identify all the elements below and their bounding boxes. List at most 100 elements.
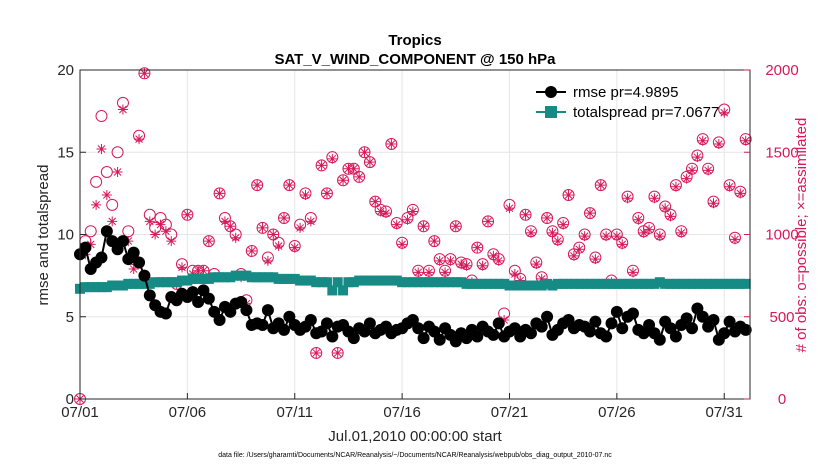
totalspread-marker <box>236 270 247 281</box>
totalspread-marker <box>670 278 681 289</box>
totalspread-marker <box>466 278 477 289</box>
obs-assimilated-marker <box>321 188 332 199</box>
obs-possible-marker <box>95 110 108 123</box>
obs-assimilated-marker <box>262 255 273 266</box>
totalspread-marker <box>477 278 488 289</box>
totalspread-marker <box>230 270 241 281</box>
totalspread-marker <box>370 275 381 286</box>
obs-possible-marker <box>256 221 269 234</box>
obs-assimilated-marker <box>96 143 107 154</box>
obs-possible-marker <box>181 208 194 221</box>
totalspread-marker <box>493 278 504 289</box>
obs-assimilated-marker <box>128 264 139 275</box>
totalspread-marker <box>606 278 617 289</box>
rmse-marker <box>492 317 505 330</box>
rmse-marker <box>256 318 269 331</box>
totalspread-marker <box>348 277 359 288</box>
totalspread-marker <box>386 275 397 286</box>
totalspread-marker <box>579 278 590 289</box>
totalspread-marker <box>107 280 118 291</box>
totalspread-marker <box>445 277 456 288</box>
totalspread-marker <box>101 282 112 293</box>
rmse-marker <box>133 256 146 269</box>
rmse-marker <box>202 292 215 305</box>
totalspread-marker <box>252 272 263 283</box>
obs-assimilated-marker <box>568 250 579 261</box>
obs-possible-marker <box>245 244 258 257</box>
totalspread-marker <box>660 278 671 289</box>
totalspread-marker <box>547 280 558 291</box>
y-right-tick-label: 500 <box>769 309 794 326</box>
totalspread-marker <box>80 282 91 293</box>
totalspread-marker <box>719 278 730 289</box>
obs-assimilated-marker <box>268 229 279 240</box>
obs-assimilated-marker <box>413 267 424 278</box>
totalspread-marker <box>381 275 392 286</box>
totalspread-marker <box>112 280 123 291</box>
totalspread-marker <box>461 278 472 289</box>
totalspread-marker <box>681 278 692 289</box>
legend-spread-marker <box>545 106 557 118</box>
totalspread-marker <box>617 278 628 289</box>
totalspread-marker <box>375 275 386 286</box>
obs-assimilated-marker <box>713 139 724 150</box>
totalspread-marker <box>654 277 665 288</box>
totalspread-marker <box>531 280 542 291</box>
totalspread-marker <box>434 277 445 288</box>
obs-assimilated-marker <box>397 239 408 250</box>
obs-assimilated-marker <box>252 180 263 191</box>
rmse-marker <box>127 246 140 259</box>
totalspread-marker <box>295 275 306 286</box>
obs-assimilated-marker <box>295 222 306 233</box>
totalspread-marker <box>429 277 440 288</box>
obs-possible-marker <box>562 189 575 202</box>
y-axis-label-right: # of obs: o=possible; ×=assimilated <box>793 118 810 353</box>
obs-possible-marker <box>337 174 350 187</box>
totalspread-marker <box>134 278 145 289</box>
rmse-marker <box>95 251 108 264</box>
rmse-marker <box>686 322 699 335</box>
legend: rmse pr=4.9895 totalspread pr=7.0677 <box>536 84 719 121</box>
totalspread-marker <box>332 277 343 288</box>
obs-assimilated-marker <box>654 231 665 242</box>
obs-assimilated-marker <box>203 236 214 247</box>
rmse-marker <box>79 241 92 254</box>
totalspread-marker <box>552 278 563 289</box>
totalspread-marker <box>558 278 569 289</box>
obs-assimilated-marker <box>499 315 510 326</box>
obs-assimilated-marker <box>386 139 397 150</box>
obs-assimilated-marker <box>440 267 451 278</box>
totalspread-marker <box>316 277 327 288</box>
totalspread-marker <box>697 278 708 289</box>
totalspread-marker <box>568 278 579 289</box>
rmse-marker <box>487 328 500 341</box>
obs-possible-marker <box>417 220 430 233</box>
totalspread-marker <box>622 278 633 289</box>
totalspread-marker <box>472 278 483 289</box>
obs-assimilated-marker <box>703 165 714 176</box>
grid <box>79 70 750 399</box>
totalspread-marker <box>311 277 322 288</box>
obs-assimilated-marker <box>359 147 370 158</box>
obs-possible-marker <box>310 346 323 359</box>
obs-assimilated-marker <box>644 224 655 235</box>
obs-assimilated-marker <box>391 219 402 230</box>
obs-assimilated-marker <box>246 245 257 256</box>
totalspread-marker <box>504 280 515 291</box>
rmse-marker <box>433 333 446 346</box>
obs-assimilated-marker <box>343 163 354 174</box>
obs-assimilated-marker <box>719 107 730 118</box>
obs-assimilated-marker <box>134 134 145 145</box>
totalspread-marker <box>279 273 290 284</box>
x-tick-label: 07/16 <box>383 404 421 421</box>
totalspread-marker <box>601 278 612 289</box>
totalspread-marker <box>687 278 698 289</box>
obs-assimilated-marker <box>665 211 676 222</box>
obs-assimilated-marker <box>579 231 590 242</box>
obs-assimilated-marker <box>456 259 467 270</box>
y-right-tick-label: 0 <box>778 391 786 408</box>
y-right-tick-label: 1500 <box>765 144 798 161</box>
totalspread-marker <box>203 273 214 284</box>
totalspread-marker <box>123 278 134 289</box>
obs-possible-marker <box>353 170 366 183</box>
